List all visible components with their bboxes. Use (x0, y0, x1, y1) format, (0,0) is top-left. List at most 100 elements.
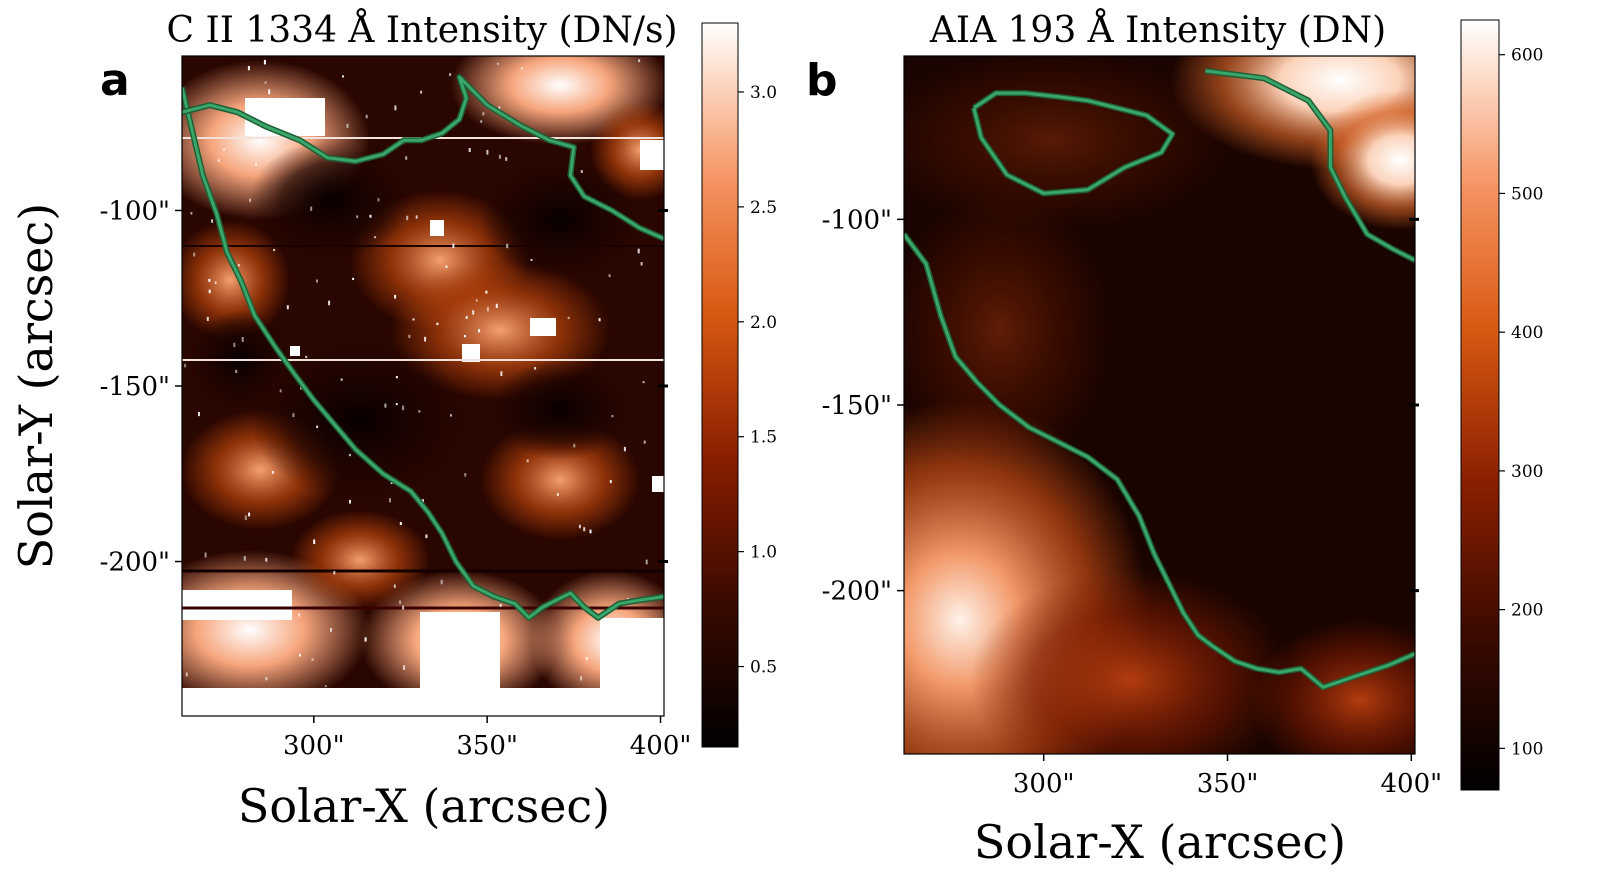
speck (468, 148, 471, 153)
speck (578, 524, 581, 529)
speck (389, 498, 391, 503)
panel-a-colorbar-tick-label: 1.5 (750, 428, 777, 448)
speck (214, 281, 217, 285)
panel-b-colorbar-tick-label: 500 (1511, 184, 1543, 204)
speck (505, 157, 508, 161)
speck (365, 114, 368, 119)
panel-b-title: AIA 193 Å Intensity (DN) (929, 9, 1386, 51)
speck (436, 322, 439, 326)
speck (607, 653, 610, 657)
speck (444, 679, 447, 684)
speck (394, 105, 397, 111)
speck (265, 677, 268, 681)
speck (449, 73, 452, 77)
speck (642, 381, 645, 384)
speck (402, 605, 405, 610)
speck (608, 274, 611, 278)
panel-a: a C II 1334 Å Intensity (DN/s) (9, 9, 777, 833)
speck (237, 264, 240, 267)
figure-ylabel: Solar-Y (arcsec) (9, 203, 63, 569)
panel-a-yticks: -100" -150" -200" (100, 196, 668, 578)
speck (310, 206, 313, 211)
panel-b-xtick-label: 350" (1197, 769, 1259, 799)
speck (598, 318, 601, 322)
speck (243, 556, 246, 561)
speck (346, 123, 349, 128)
speck (506, 243, 509, 249)
panel-a-contour-loop (182, 75, 664, 240)
speck (580, 170, 583, 174)
panel-b-contours (904, 67, 1415, 691)
speck (405, 156, 408, 160)
speck (184, 363, 187, 368)
panel-a-colorbar-tick-label: 1.0 (750, 543, 777, 563)
speck (292, 413, 295, 418)
speck (211, 219, 214, 223)
speck (217, 159, 220, 162)
panel-a-colorbar-tick-label: 3.0 (750, 83, 777, 103)
speck (286, 305, 289, 310)
speck (499, 604, 502, 607)
panel-a-heatmap (182, 56, 664, 688)
speck (208, 278, 211, 282)
speck (486, 306, 489, 312)
panel-b-xlabel: Solar-X (arcsec) (974, 815, 1346, 869)
panel-b-colorbar-tick-label: 100 (1511, 739, 1543, 759)
panel-a-xtick-label: 400" (630, 731, 692, 761)
panel-b-letter: b (806, 55, 838, 106)
speck (399, 600, 402, 604)
speck (324, 685, 327, 688)
speck (640, 262, 643, 266)
speck (420, 90, 423, 94)
speck (198, 412, 200, 417)
speck (520, 67, 523, 70)
panel-a-xtick-label: 300" (283, 731, 345, 761)
speck (623, 446, 626, 452)
panel-b-xticks: 300" 350" 400" (1013, 754, 1442, 799)
speck (609, 480, 612, 484)
panel-b-colorbar-tick-label: 300 (1511, 462, 1543, 482)
speck (573, 443, 576, 448)
panel-b-contour-loop (972, 91, 1174, 195)
speck (464, 473, 467, 477)
panel-a-colorbar-tick-label: 2.0 (750, 313, 777, 333)
speck (415, 215, 418, 219)
speck (450, 414, 452, 417)
speck (190, 212, 193, 215)
panel-b-colorbar-tick-label: 200 (1511, 601, 1543, 621)
speck (369, 214, 372, 218)
speck (377, 198, 380, 202)
speck (567, 316, 570, 320)
panel-b-ytick-label: -150" (822, 391, 892, 421)
speck (393, 584, 396, 588)
speck (526, 459, 529, 463)
speck (265, 557, 268, 562)
speck (445, 265, 448, 268)
panel-b-colorbar-tick-label: 600 (1511, 46, 1543, 66)
panel-b-colorbar: 100 200 300 400 500 600 (1460, 19, 1543, 791)
panel-a-ytick-label: -200" (100, 548, 170, 578)
speck (478, 329, 481, 333)
speck (208, 289, 211, 294)
speck (394, 294, 397, 299)
speck (486, 149, 489, 155)
speck (193, 252, 196, 257)
speck (498, 106, 501, 110)
speck (556, 493, 559, 496)
panel-a-contours (182, 74, 664, 621)
speck (403, 665, 406, 670)
speck (440, 579, 443, 585)
speck (425, 534, 428, 539)
panel-b-xtick-label: 400" (1381, 769, 1443, 799)
speck (333, 571, 336, 575)
speck (235, 369, 238, 374)
panel-b-contour-main (904, 233, 1415, 689)
speck (247, 66, 250, 71)
speck (646, 619, 649, 622)
speck (206, 316, 209, 321)
speck (611, 415, 614, 418)
speck (374, 236, 377, 239)
speck (412, 318, 415, 321)
speck (223, 148, 226, 151)
